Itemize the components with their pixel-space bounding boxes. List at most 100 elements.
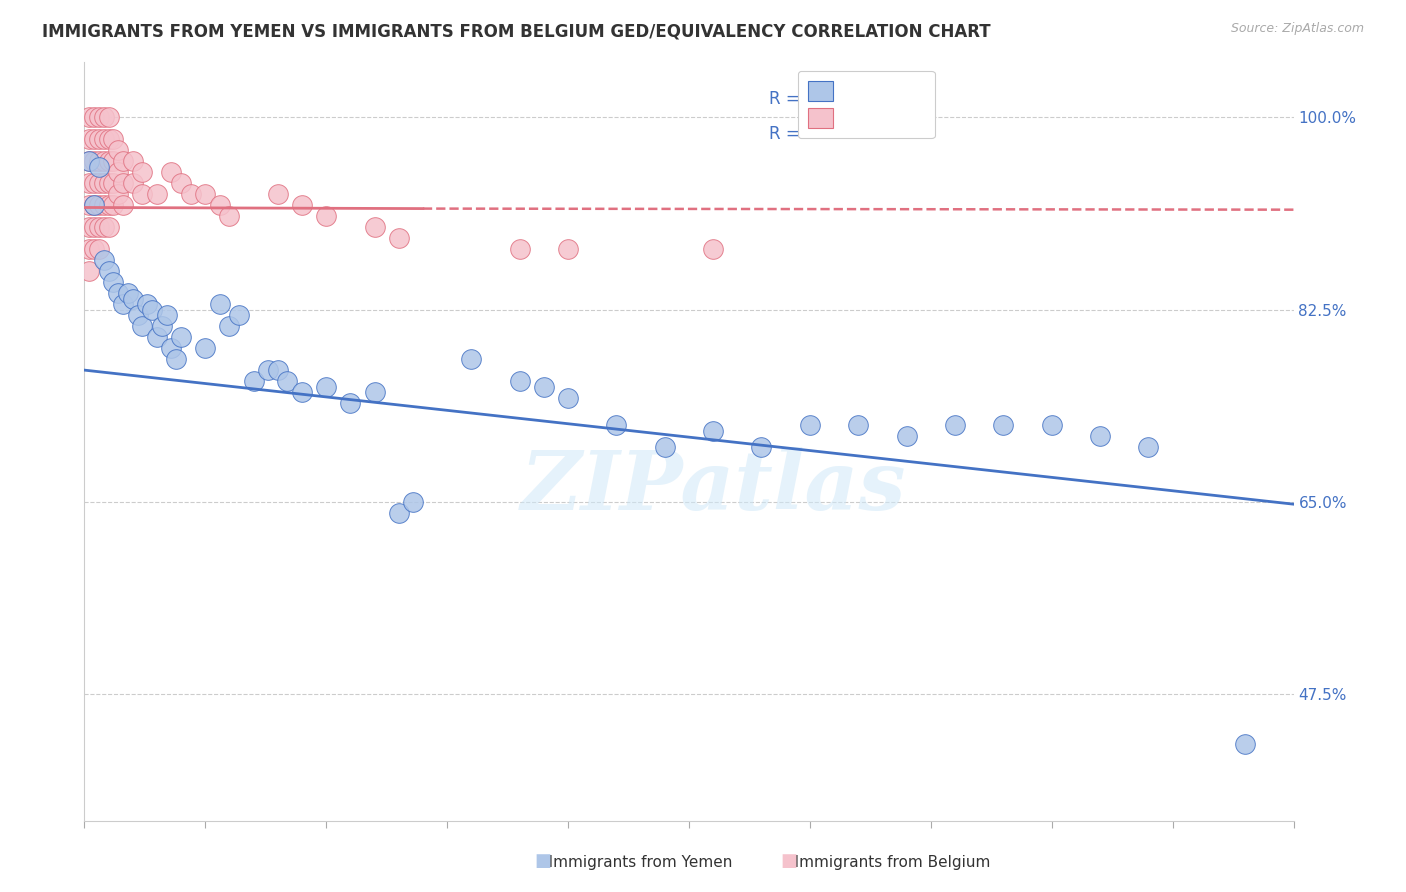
Point [460, 352, 482, 367]
Point [97, 154, 120, 169]
Point [993, 418, 1015, 433]
Point [107, 286, 129, 301]
Point [77, 264, 100, 278]
Point [83, 111, 105, 125]
Text: IMMIGRANTS FROM YEMEN VS IMMIGRANTS FROM BELGIUM GED/EQUIVALENCY CORRELATION CHA: IMMIGRANTS FROM YEMEN VS IMMIGRANTS FROM… [42, 22, 991, 40]
Point [388, 506, 411, 520]
Point [112, 177, 135, 191]
Point [141, 302, 163, 317]
Point [533, 379, 555, 393]
Point [93, 132, 115, 146]
Point [509, 242, 531, 256]
Point [77, 242, 100, 256]
Point [846, 418, 869, 433]
Point [1234, 737, 1257, 751]
Point [103, 198, 125, 212]
Point [160, 165, 183, 179]
Point [77, 198, 100, 212]
Point [1040, 418, 1063, 433]
Point [194, 187, 217, 202]
Point [146, 187, 169, 202]
Point [77, 220, 100, 235]
Point [87, 177, 110, 191]
Point [83, 132, 105, 146]
Point [363, 385, 385, 400]
Point [557, 391, 579, 405]
Point [103, 132, 125, 146]
Point [267, 187, 290, 202]
Point [97, 177, 120, 191]
Point [702, 424, 724, 438]
Point [131, 187, 153, 202]
Point [97, 264, 120, 278]
Point [83, 242, 105, 256]
Point [257, 363, 280, 377]
Text: Immigrants from Yemen: Immigrants from Yemen [534, 855, 733, 870]
Point [896, 429, 918, 443]
Point [1088, 429, 1111, 443]
Point [127, 308, 149, 322]
Text: R = -0.017   N = 64: R = -0.017 N = 64 [769, 125, 932, 143]
Point [87, 111, 110, 125]
Point [799, 418, 821, 433]
Point [402, 495, 425, 509]
Point [388, 231, 411, 245]
Point [87, 242, 110, 256]
Point [87, 154, 110, 169]
Point [93, 177, 115, 191]
Point [276, 374, 298, 388]
Point [509, 374, 531, 388]
Point [291, 385, 314, 400]
Point [160, 341, 183, 355]
Point [77, 154, 100, 169]
Point [121, 177, 143, 191]
Point [363, 220, 385, 235]
Point [136, 297, 159, 311]
Point [107, 187, 129, 202]
Point [150, 319, 173, 334]
Point [267, 363, 290, 377]
Point [155, 308, 177, 322]
Point [605, 418, 627, 433]
Point [93, 154, 115, 169]
Point [180, 187, 202, 202]
Point [77, 132, 100, 146]
Point [121, 154, 143, 169]
Point [165, 352, 187, 367]
Point [83, 177, 105, 191]
Point [97, 111, 120, 125]
Point [131, 165, 153, 179]
Point [77, 111, 100, 125]
Point [103, 154, 125, 169]
Text: ZIPatlas: ZIPatlas [520, 447, 905, 527]
Point [131, 319, 153, 334]
Point [170, 177, 193, 191]
Point [103, 177, 125, 191]
Point [654, 440, 676, 454]
Text: ■: ■ [780, 852, 797, 870]
Point [943, 418, 966, 433]
Point [77, 177, 100, 191]
Point [83, 198, 105, 212]
Point [103, 275, 125, 289]
Point [83, 154, 105, 169]
Point [702, 242, 724, 256]
Text: Source: ZipAtlas.com: Source: ZipAtlas.com [1230, 22, 1364, 36]
Legend: R =  N = , R =  N = : R = N = , R = N = [799, 70, 935, 138]
Point [97, 220, 120, 235]
Point [1137, 440, 1160, 454]
Point [170, 330, 193, 344]
Point [208, 198, 231, 212]
Point [228, 308, 250, 322]
Point [146, 330, 169, 344]
Point [208, 297, 231, 311]
Point [93, 220, 115, 235]
Point [557, 242, 579, 256]
Point [87, 198, 110, 212]
Point [87, 160, 110, 174]
Point [93, 198, 115, 212]
Point [242, 374, 264, 388]
Point [751, 440, 773, 454]
Point [107, 144, 129, 158]
Point [218, 319, 240, 334]
